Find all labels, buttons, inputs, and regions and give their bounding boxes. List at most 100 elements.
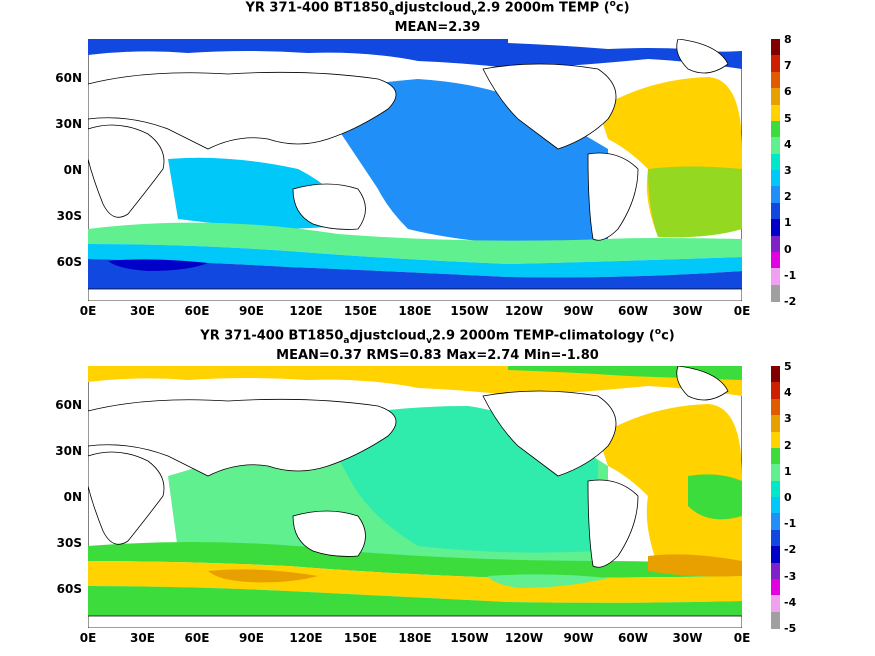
temperature-anomaly-map — [88, 366, 742, 628]
colorbar-segment — [771, 595, 780, 613]
lon-label-30e-1-top: 30E — [130, 304, 155, 318]
lon-label-120w-8-top: 120W — [504, 304, 544, 318]
colorbar-1 — [771, 39, 780, 302]
colorbar-tick-label: 2 — [784, 438, 792, 452]
colorbar-segment — [771, 480, 780, 498]
lon-label-150e-5-bottom: 150E — [343, 631, 378, 645]
colorbar-segment — [771, 431, 780, 449]
colorbar-segment — [771, 497, 780, 514]
colorbar-tick-label: 3 — [784, 412, 792, 426]
colorbar-segment — [771, 170, 780, 187]
map-stats-2: MEAN=0.37 RMS=0.83 Max=2.74 Min=-1.80 — [276, 348, 599, 363]
colorbar-segment — [771, 529, 780, 547]
lon-label-180e-6-bottom: 180E — [398, 631, 432, 645]
colorbar-2 — [771, 366, 780, 629]
temperature-map — [88, 39, 742, 301]
colorbar-segment — [771, 284, 780, 302]
colorbar-tick-label: 5 — [784, 111, 792, 125]
map-title-2: YR 371-400 BT1850adjustcloudv2.9 2000m T… — [200, 327, 675, 346]
colorbar-tick-label: 1 — [784, 216, 792, 230]
colorbar-segment — [771, 104, 780, 122]
lon-label-120e-4-bottom: 120E — [289, 631, 323, 645]
lon-label-0e-12-bottom: 0E — [733, 631, 751, 645]
colorbar-segment — [771, 578, 780, 596]
lon-label-60e-2-top: 60E — [184, 304, 210, 318]
lat-label-30n: 30N — [55, 117, 82, 131]
colorbar-tick-label: 0 — [784, 242, 792, 256]
lon-label-150w-7-bottom: 150W — [450, 631, 489, 645]
lon-label-90e-3-bottom: 90E — [239, 631, 264, 645]
lon-label-0e-0-top: 0E — [79, 304, 97, 318]
colorbar-tick-label: 4 — [784, 386, 792, 400]
colorbar-tick-label: -1 — [784, 517, 797, 531]
map-stats-1: MEAN=2.39 — [394, 20, 481, 35]
colorbar-tick-label: 3 — [784, 164, 792, 177]
colorbar-segment — [771, 137, 780, 155]
colorbar-segment — [771, 153, 780, 171]
colorbar-segment — [771, 415, 780, 432]
lon-label-30w-11-bottom: 30W — [672, 631, 703, 645]
colorbar-segment — [771, 611, 780, 629]
lat-label-30s: 30S — [56, 209, 82, 223]
colorbar-segment — [771, 235, 780, 253]
colorbar-tick-label: 0 — [784, 491, 792, 504]
lon-label-90e-3-top: 90E — [239, 304, 264, 318]
lat-label-60n-2: 60N — [55, 398, 82, 412]
colorbar-tick-label: 4 — [784, 137, 792, 151]
lat-label-60n: 60N — [55, 71, 82, 85]
lon-label-90w-9-top: 90W — [563, 304, 594, 318]
lon-label-60w-10-top: 60W — [618, 304, 648, 318]
colorbar-tick-label: -2 — [784, 295, 797, 308]
colorbar-segment — [771, 219, 780, 236]
colorbar-tick-label: 7 — [784, 59, 792, 73]
temperature-anomaly-map-plot — [88, 366, 742, 628]
lon-label-60w-10-bottom: 60W — [618, 631, 648, 645]
colorbar-segment — [771, 202, 780, 220]
colorbar-tick-label: 2 — [784, 190, 792, 204]
colorbar-segment — [771, 251, 780, 269]
lon-label-150e-5-top: 150E — [343, 304, 378, 318]
colorbar-segment — [771, 464, 780, 482]
colorbar-tick-label: -2 — [784, 543, 797, 557]
colorbar-tick-label: -4 — [784, 595, 797, 609]
colorbar-segment — [771, 398, 780, 416]
temperature-map-plot — [88, 39, 742, 301]
colorbar-tick-label: 5 — [784, 360, 792, 373]
lon-label-30w-11-top: 30W — [672, 304, 703, 318]
lon-label-30e-1-bottom: 30E — [130, 631, 155, 645]
colorbar-segment — [771, 120, 780, 138]
colorbar-segment — [771, 447, 780, 465]
lon-label-150w-7-top: 150W — [450, 304, 489, 318]
lon-label-90w-9-bottom: 90W — [563, 631, 594, 645]
colorbar-tick-label: 8 — [784, 33, 792, 46]
lon-label-0e-12-top: 0E — [733, 304, 751, 318]
colorbar-tick-label: -1 — [784, 268, 797, 282]
lon-label-120e-4-top: 120E — [289, 304, 323, 318]
colorbar-tick-label: -3 — [784, 569, 797, 583]
lat-label-60s: 60S — [56, 255, 82, 269]
lat-label-60s-2: 60S — [56, 582, 82, 596]
colorbar-segment — [771, 268, 780, 286]
colorbar-segment — [771, 88, 780, 105]
colorbar-segment — [771, 39, 780, 56]
lon-label-180e-6-top: 180E — [398, 304, 432, 318]
colorbar-segment — [771, 55, 780, 73]
lon-label-60e-2-bottom: 60E — [184, 631, 210, 645]
lat-label-30n-2: 30N — [55, 444, 82, 458]
colorbar-segment — [771, 71, 780, 89]
colorbar-tick-label: -5 — [784, 622, 797, 635]
lon-label-0e-0-bottom: 0E — [79, 631, 97, 645]
colorbar-tick-label: 1 — [784, 464, 792, 478]
colorbar-tick-label: 6 — [784, 85, 792, 99]
colorbar-segment — [771, 562, 780, 580]
map-title-1: YR 371-400 BT1850adjustcloudv2.9 2000m T… — [245, 0, 630, 18]
colorbar-segment — [771, 513, 780, 531]
lon-label-120w-8-bottom: 120W — [504, 631, 544, 645]
colorbar-segment — [771, 382, 780, 400]
lat-label-0n: 0N — [63, 163, 82, 177]
colorbar-segment — [771, 186, 780, 204]
lat-label-30s-2: 30S — [56, 536, 82, 550]
colorbar-segment — [771, 546, 780, 563]
lat-label-0n-2: 0N — [63, 490, 82, 504]
colorbar-segment — [771, 366, 780, 383]
